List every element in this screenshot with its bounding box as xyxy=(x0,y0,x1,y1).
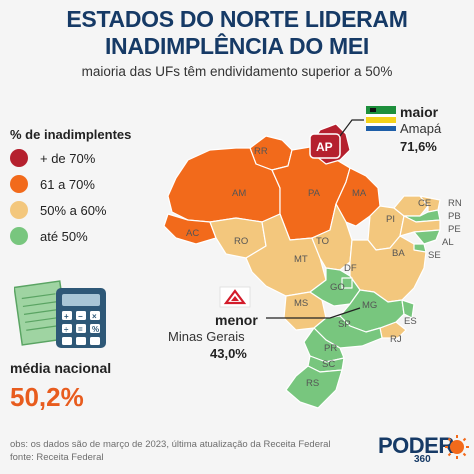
state-ES xyxy=(401,299,415,319)
legend-label-highest: + de 70% xyxy=(40,150,96,166)
label-ES: ES xyxy=(404,316,417,327)
legend-label-mid: 50% a 60% xyxy=(40,202,107,218)
legend-title: % de inadimplentes xyxy=(10,127,132,142)
label-RN: RN xyxy=(448,198,462,209)
brand-sun-icon xyxy=(445,435,469,459)
label-MT: MT xyxy=(294,254,308,265)
title-line-1: ESTADOS DO NORTE LIDERAM xyxy=(66,6,408,32)
min-leader-line xyxy=(266,307,361,319)
label-RJ: RJ xyxy=(390,334,402,345)
svg-text:−: − xyxy=(78,312,83,321)
label-RO: RO xyxy=(234,236,248,247)
label-RR: RR xyxy=(254,146,268,157)
label-AC: AC xyxy=(186,228,199,239)
footer-obs: obs: os dados são de março de 2023, últi… xyxy=(10,439,331,450)
min-state-name: Minas Gerais xyxy=(168,329,245,344)
brand-logo-sub: 360 xyxy=(414,454,431,465)
label-SP: SP xyxy=(338,319,351,330)
national-average-value: 50,2% xyxy=(10,382,84,412)
label-AP: AP xyxy=(316,140,333,154)
min-label: menor xyxy=(215,312,258,328)
legend-swatch-mid xyxy=(10,201,28,219)
label-TO: TO xyxy=(316,236,329,247)
minas-gerais-flag xyxy=(219,286,251,308)
label-SE: SE xyxy=(428,250,441,261)
label-PR: PR xyxy=(324,343,337,354)
title-line-2: INADIMPLÊNCIA DO MEI xyxy=(104,33,370,59)
svg-text:%: % xyxy=(92,325,99,334)
legend-item-high: 61 a 70% xyxy=(10,173,95,195)
label-PB: PB xyxy=(448,211,461,222)
legend-item-highest: + de 70% xyxy=(10,147,95,169)
svg-text:+: + xyxy=(64,312,69,321)
max-leader-line xyxy=(339,119,364,137)
label-AM: AM xyxy=(232,188,246,199)
amapa-flag xyxy=(366,106,396,131)
svg-text:×: × xyxy=(92,312,97,321)
max-label: maior xyxy=(400,104,439,120)
label-AL: AL xyxy=(442,237,454,248)
legend-swatch-low xyxy=(10,227,28,245)
legend-item-low: até 50% xyxy=(10,225,88,247)
label-PA: PA xyxy=(308,188,321,199)
national-average-label: média nacional xyxy=(10,360,112,376)
legend-swatch-high xyxy=(10,175,28,193)
legend-item-mid: 50% a 60% xyxy=(10,199,107,221)
legend-label-low: até 50% xyxy=(40,228,88,244)
label-GO: GO xyxy=(330,282,345,293)
label-MA: MA xyxy=(352,188,367,199)
page-title: ESTADOS DO NORTE LIDERAM INADIMPLÊNCIA D… xyxy=(0,6,474,60)
label-RS: RS xyxy=(306,378,319,389)
legend-label-high: 61 a 70% xyxy=(40,176,95,192)
label-SC: SC xyxy=(322,359,335,370)
min-value: 43,0% xyxy=(210,346,247,361)
label-MG: MG xyxy=(362,300,377,311)
legend-swatch-highest xyxy=(10,149,28,167)
label-PI: PI xyxy=(386,214,395,225)
svg-text:÷: ÷ xyxy=(64,325,69,334)
svg-text:=: = xyxy=(78,325,83,334)
label-DF: DF xyxy=(344,263,357,274)
footer-notes: obs: os dados são de março de 2023, últi… xyxy=(10,438,331,464)
max-state-name: Amapá xyxy=(400,121,442,136)
calculator-icon: + − × ÷ =% xyxy=(14,280,106,348)
max-value: 71,6% xyxy=(400,139,437,154)
state-AC xyxy=(163,213,217,245)
label-PE: PE xyxy=(448,224,461,235)
footer-source: fonte: Receita Federal xyxy=(10,452,104,463)
label-MS: MS xyxy=(294,298,308,309)
label-BA: BA xyxy=(392,248,405,259)
brand-logo: PODER xyxy=(378,433,454,458)
ap-highlight xyxy=(309,133,341,159)
state-DF xyxy=(341,277,353,289)
state-SE xyxy=(413,243,427,253)
state-AL xyxy=(413,229,441,245)
label-CE: CE xyxy=(418,198,431,209)
state-RS xyxy=(285,365,343,409)
subtitle: maioria das UFs têm endividamento superi… xyxy=(81,64,393,79)
